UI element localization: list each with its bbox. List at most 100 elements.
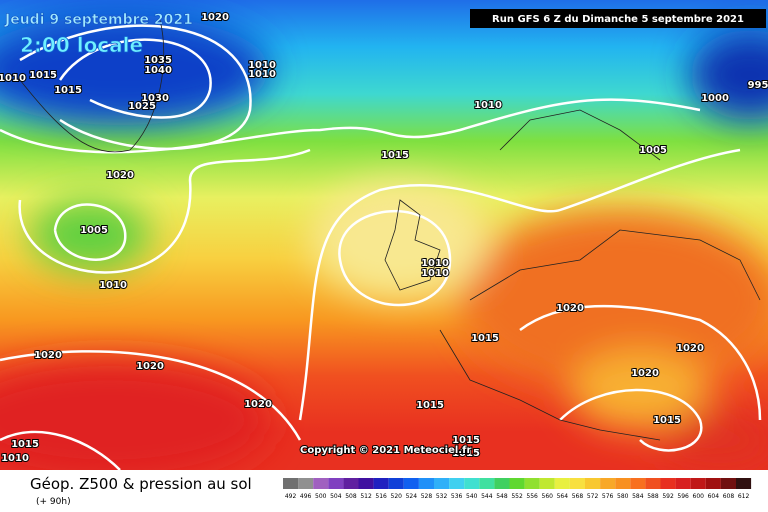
legend-title: Géop. Z500 & pression au sol: [30, 475, 252, 493]
isobar-label: 1010: [0, 73, 26, 84]
colorbar-swatch: [690, 478, 706, 489]
isobar-label: 1020: [676, 343, 704, 354]
colorbar-label: 568: [572, 493, 584, 500]
isobar-label: 1015: [416, 400, 444, 411]
colorbar-swatch: [660, 478, 676, 489]
lead-time: (+ 90h): [36, 497, 71, 507]
run-box: [470, 9, 766, 28]
colorbar-swatch: [418, 478, 434, 489]
colorbar-swatch: [494, 478, 510, 489]
colorbar-swatch: [509, 478, 525, 489]
colorbar-label: 608: [723, 493, 735, 500]
colorbar-swatch: [298, 478, 314, 489]
isobar-label: 1015: [452, 435, 480, 446]
isobar-label: 1010: [1, 453, 29, 464]
isobar-label: 1020: [556, 303, 584, 314]
colorbar-label: 548: [496, 493, 508, 500]
colorbar-label: 552: [511, 493, 523, 500]
colorbar-swatch: [585, 478, 601, 489]
isobar-label: 1015: [54, 85, 82, 96]
isobar-label: 1010: [99, 280, 127, 291]
legend-panel: [0, 470, 768, 512]
colorbar-swatch: [358, 478, 374, 489]
isobar-label: 1020: [244, 399, 272, 410]
isobar-label: 1020: [106, 170, 134, 181]
isobar-label: 1010: [421, 258, 449, 269]
colorbar-label: 556: [526, 493, 538, 500]
isobar-label: 1000: [701, 93, 729, 104]
isobar-label: 995: [748, 80, 768, 91]
isobar-label: 1015: [471, 333, 499, 344]
colorbar-swatch: [283, 478, 299, 489]
colorbar-label: 560: [542, 493, 554, 500]
colorbar-label: 592: [662, 493, 674, 500]
isobar-label: 1015: [29, 70, 57, 81]
run-info: Run GFS 6 Z du Dimanche 5 septembre 2021: [492, 14, 744, 25]
colorbar-label: 576: [602, 493, 614, 500]
isobar-label: 1030: [141, 93, 169, 104]
colorbar-swatch: [313, 478, 329, 489]
colorbar-swatch: [705, 478, 721, 489]
colorbar-swatch: [464, 478, 480, 489]
colorbar-swatch: [630, 478, 646, 489]
colorbar-swatch: [524, 478, 540, 489]
colorbar-swatch: [434, 478, 450, 489]
colorbar-label: 536: [451, 493, 463, 500]
colorbar-swatch: [373, 478, 389, 489]
isobar-label: 1035: [144, 55, 172, 66]
isobar-label: 1020: [201, 12, 229, 23]
colorbar-label: 496: [300, 493, 312, 500]
colorbar-label: 600: [693, 493, 705, 500]
isobar-label: 1005: [80, 225, 108, 236]
colorbar-label: 540: [466, 493, 478, 500]
colorbar-label: 584: [632, 493, 644, 500]
isobar-label: 1015: [653, 415, 681, 426]
isobar-label: 1020: [34, 350, 62, 361]
colorbar-swatch: [403, 478, 419, 489]
colorbar-label: 604: [708, 493, 720, 500]
colorbar-label: 516: [375, 493, 387, 500]
colorbar-swatch: [720, 478, 736, 489]
colorbar-swatch: [675, 478, 691, 489]
colorbar-label: 524: [406, 493, 418, 500]
colorbar-label: 612: [738, 493, 750, 500]
isobar-label: 1015: [452, 448, 480, 459]
isobar-label: 1015: [11, 439, 39, 450]
colorbar-swatch: [343, 478, 359, 489]
colorbar-swatch: [615, 478, 631, 489]
colorbar-swatch: [600, 478, 616, 489]
isobar-label: 1010: [248, 69, 276, 80]
copyright: Copyright © 2021 Meteociel.fr: [300, 445, 471, 456]
colorbar-swatch: [479, 478, 495, 489]
colorbar-label: 588: [647, 493, 659, 500]
isobar-label: 1005: [639, 145, 667, 156]
colorbar-swatch: [554, 478, 570, 489]
colorbar-swatch: [449, 478, 465, 489]
colorbar-swatch: [328, 478, 344, 489]
colorbar-swatch: [736, 478, 752, 489]
map-field: [0, 0, 768, 480]
colorbar: 492 496 500 504 508 512 516 520 524 528 532 536 540 5…: [283, 478, 752, 500]
isobar-label: 1040: [144, 65, 172, 76]
forecast-date: Jeudi 9 septembre 2021: [4, 12, 193, 28]
colorbar-label: 544: [481, 493, 493, 500]
colorbar-label: 564: [557, 493, 569, 500]
isobar-label: 1010: [248, 60, 276, 71]
colorbar-label: 500: [315, 493, 327, 500]
colorbar-label: 508: [345, 493, 357, 500]
isobar-label: 1020: [631, 368, 659, 379]
isobar-label: 1015: [381, 150, 409, 161]
colorbar-swatch: [569, 478, 585, 489]
colorbar-label: 572: [587, 493, 599, 500]
colorbar-swatch: [645, 478, 661, 489]
forecast-time: 2:00 locale: [20, 33, 143, 57]
isobar-label: 1020: [136, 361, 164, 372]
colorbar-label: 532: [436, 493, 448, 500]
colorbar-label: 492: [285, 493, 297, 500]
colorbar-swatch: [388, 478, 404, 489]
isobar-label: 1010: [421, 268, 449, 279]
isobar-label: 1010: [474, 100, 502, 111]
